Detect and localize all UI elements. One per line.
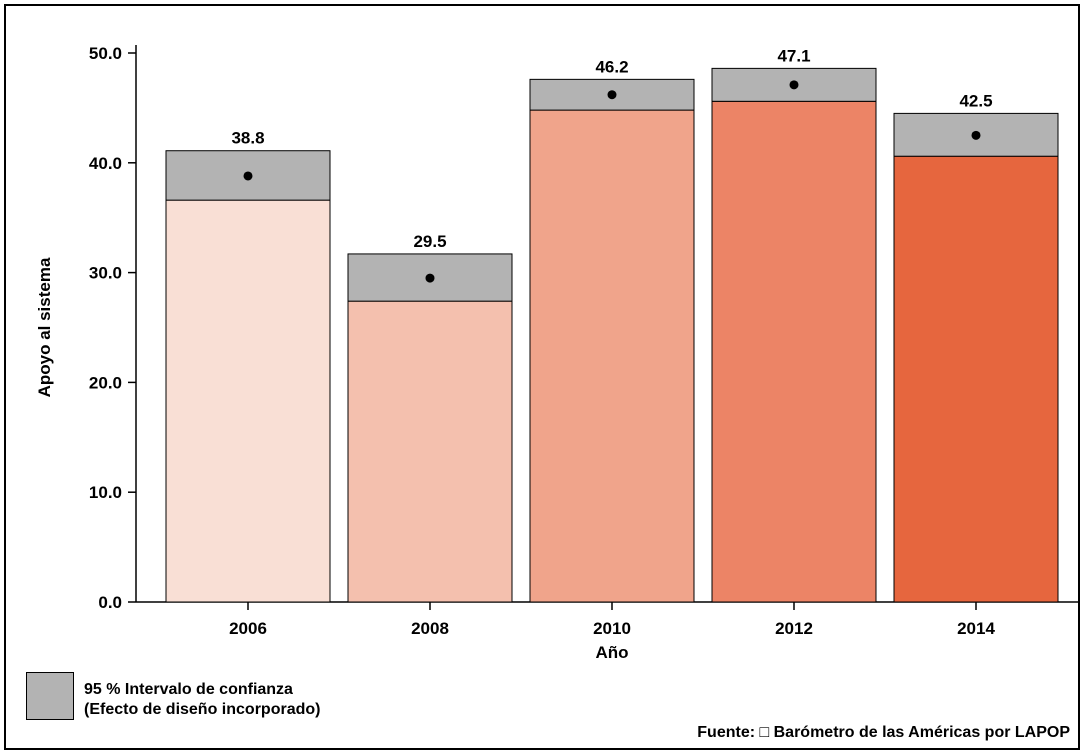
y-tick-label: 40.0 bbox=[89, 154, 122, 173]
bar bbox=[529, 109, 695, 603]
y-axis-title: Apoyo al sistema bbox=[35, 257, 54, 397]
x-tick-label: 2006 bbox=[229, 619, 267, 638]
x-tick-label: 2012 bbox=[775, 619, 813, 638]
data-label: 38.8 bbox=[231, 129, 264, 148]
data-label: 46.2 bbox=[595, 57, 628, 76]
y-tick-label: 50.0 bbox=[89, 44, 122, 63]
x-axis-title: Año bbox=[595, 643, 628, 662]
legend-text: 95 % Intervalo de confianza (Efecto de d… bbox=[84, 680, 320, 720]
data-label: 42.5 bbox=[959, 91, 992, 110]
legend: 95 % Intervalo de confianza (Efecto de d… bbox=[26, 672, 320, 720]
mean-point bbox=[607, 90, 617, 100]
bar-chart: 0.0 10.0 20.0 30.0 40.0 50.0 Apoyo al sistema 3… bbox=[35, 44, 1078, 662]
bar bbox=[711, 100, 877, 603]
data-label: 29.5 bbox=[413, 232, 446, 251]
y-tick-label: 30.0 bbox=[89, 264, 122, 283]
legend-swatch-ci bbox=[26, 672, 74, 720]
y-tick-label: 10.0 bbox=[89, 483, 122, 502]
x-tick-label: 2008 bbox=[411, 619, 449, 638]
x-tick-label: 2014 bbox=[957, 619, 995, 638]
y-tick-label: 0.0 bbox=[98, 593, 122, 612]
bar bbox=[893, 155, 1059, 603]
mean-point bbox=[971, 130, 981, 140]
chart-frame: 0.0 10.0 20.0 30.0 40.0 50.0 Apoyo al sistema 3… bbox=[4, 4, 1080, 750]
source-note: Fuente: □ Barómetro de las Américas por … bbox=[697, 724, 1070, 741]
mean-point bbox=[243, 171, 253, 181]
bar bbox=[347, 300, 513, 603]
data-label: 47.1 bbox=[777, 46, 810, 65]
mean-point bbox=[425, 273, 435, 283]
y-tick-label: 20.0 bbox=[89, 373, 122, 392]
mean-point bbox=[789, 80, 799, 90]
bar bbox=[165, 199, 331, 603]
legend-label-line-1: 95 % Intervalo de confianza bbox=[84, 681, 293, 698]
legend-label-line-2: (Efecto de diseño incorporado) bbox=[84, 701, 321, 718]
x-tick-label: 2010 bbox=[593, 619, 631, 638]
